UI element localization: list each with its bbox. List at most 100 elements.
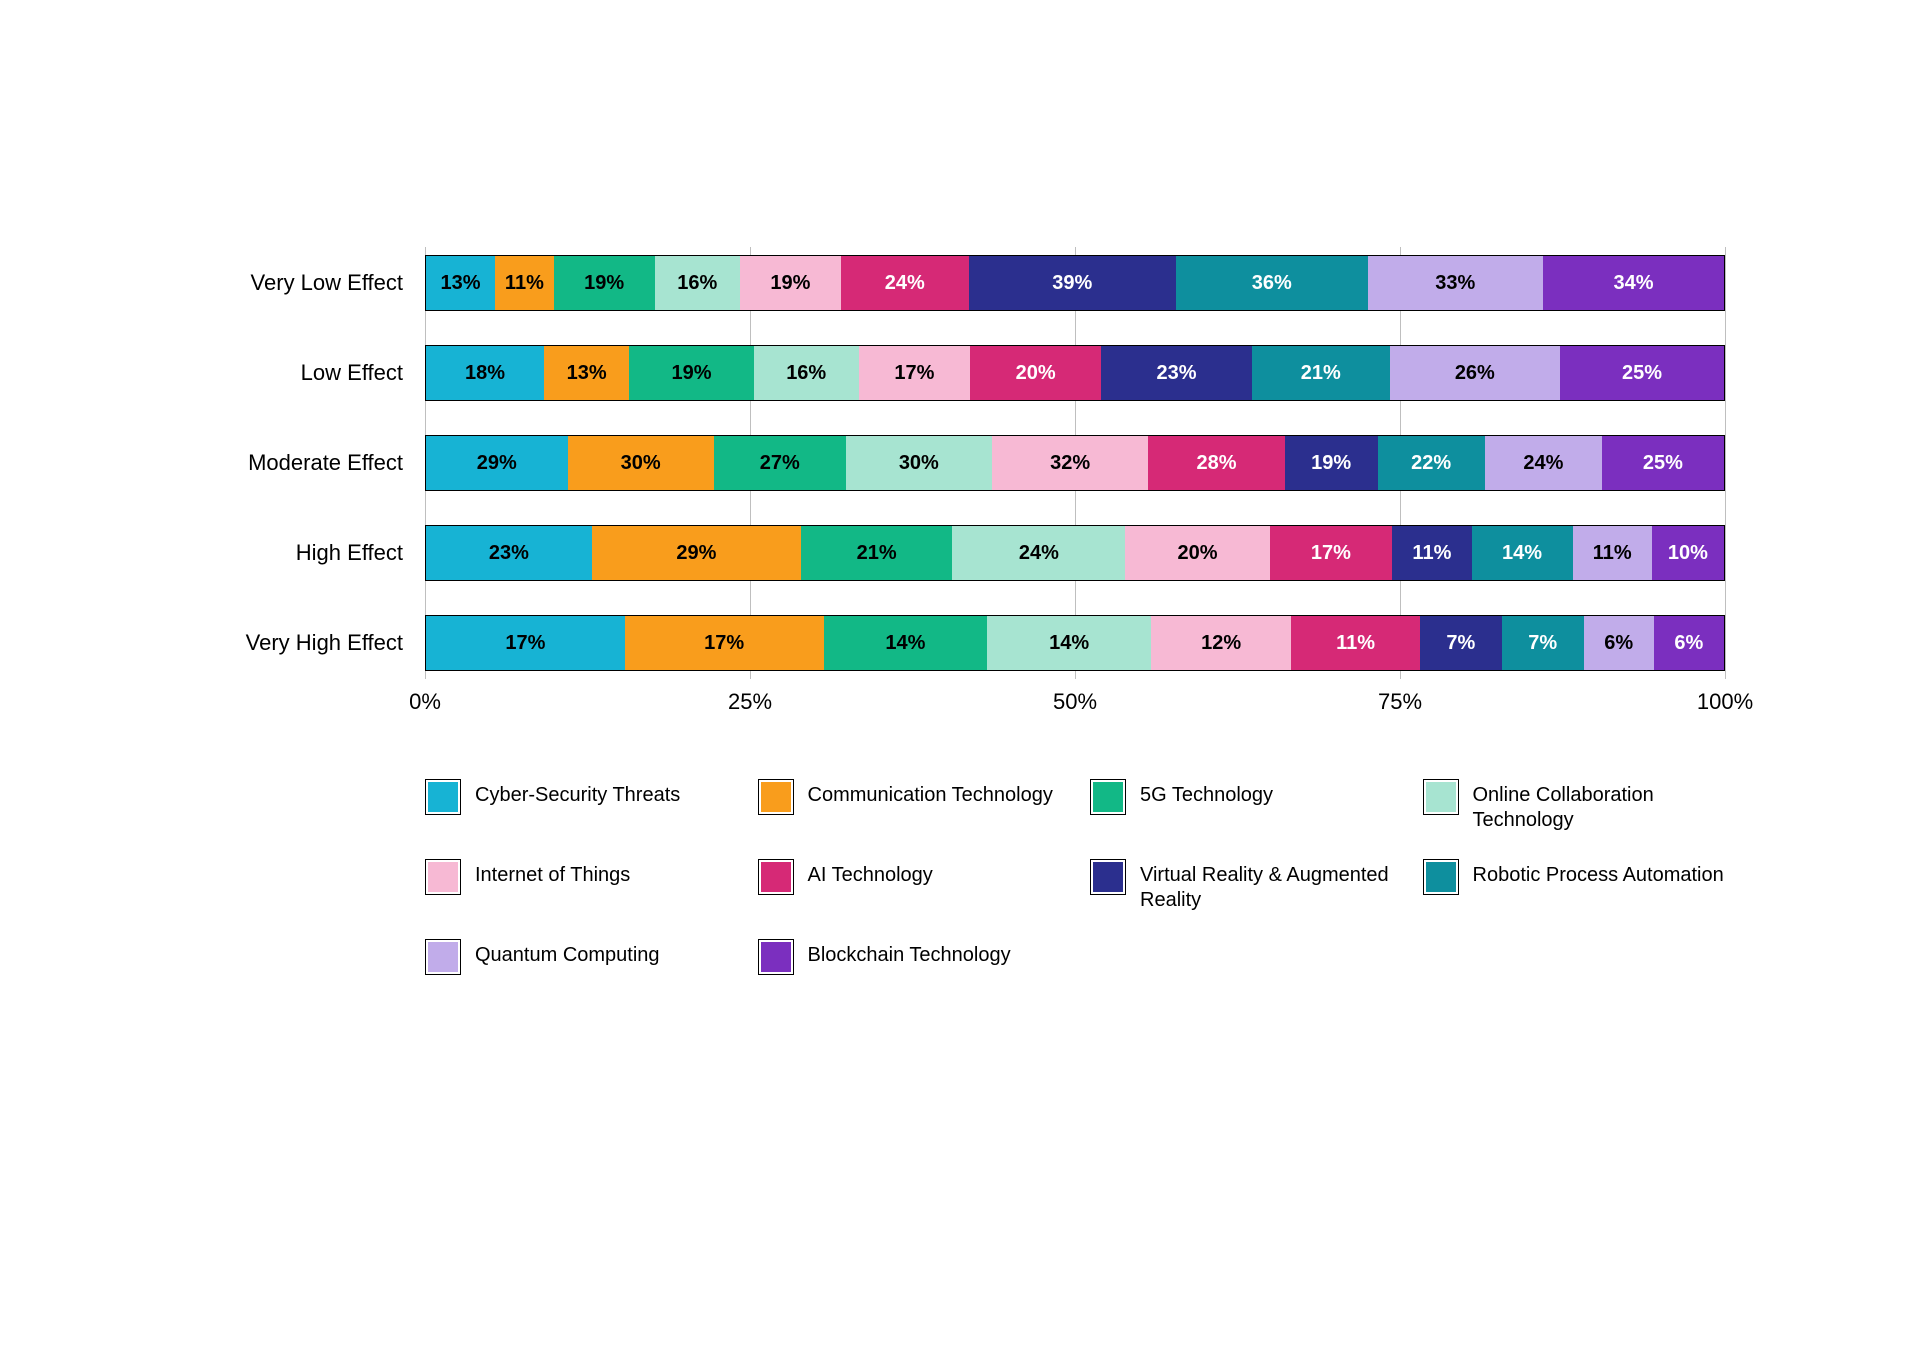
segment-value-label: 14% [1049,632,1089,655]
bar-track: 18%13%19%16%17%20%23%21%26%25% [425,345,1725,401]
bar-segment-quantum: 11% [1573,526,1652,580]
row-label: Moderate Effect [195,450,425,476]
legend-label: Quantum Computing [475,939,660,968]
segment-value-label: 30% [899,452,939,475]
legend-swatch-frame [425,779,461,815]
bar-segment-block: 6% [1654,616,1724,670]
bar-segment-block: 34% [1543,256,1724,310]
bar-segment-rpa: 14% [1472,526,1573,580]
bar-segment-block: 25% [1560,346,1724,400]
legend-swatch [1093,862,1123,892]
bar-segment-cyber: 18% [426,346,544,400]
bar-segment-iot: 32% [992,436,1148,490]
legend-swatch-frame [758,859,794,895]
bar-segment-vrar: 39% [969,256,1176,310]
segment-value-label: 14% [1502,542,1542,565]
bar-segment-iot: 12% [1151,616,1291,670]
bar-track: 13%11%19%16%19%24%39%36%33%34% [425,255,1725,311]
segment-value-label: 17% [704,632,744,655]
legend-swatch-frame [425,939,461,975]
legend-label: AI Technology [808,859,933,888]
legend-swatch [1426,782,1456,812]
segment-value-label: 13% [567,362,607,385]
chart-row: High Effect23%29%21%24%20%17%11%14%11%10… [195,525,1725,581]
segment-value-label: 20% [1178,542,1218,565]
legend-item-quantum: Quantum Computing [425,939,728,975]
x-tick-label: 25% [728,689,772,715]
bar-segment-collab: 16% [655,256,740,310]
segment-value-label: 21% [857,542,897,565]
x-tick-label: 50% [1053,689,1097,715]
segment-value-label: 28% [1196,452,1236,475]
bar-segment-vrar: 11% [1392,526,1471,580]
bar-segment-vrar: 7% [1420,616,1502,670]
legend-label: Cyber-Security Threats [475,779,680,808]
bar-segment-cyber: 23% [426,526,592,580]
legend-swatch-frame [1423,779,1459,815]
bar-segment-collab: 14% [987,616,1151,670]
segment-value-label: 19% [671,362,711,385]
segment-value-label: 10% [1668,542,1708,565]
bar-segment-ai: 24% [841,256,969,310]
bar-segment-rpa: 22% [1378,436,1485,490]
segment-value-label: 23% [1157,362,1197,385]
segment-value-label: 20% [1016,362,1056,385]
bar-segment-quantum: 33% [1368,256,1544,310]
segment-value-label: 24% [1523,452,1563,475]
legend-item-comm: Communication Technology [758,779,1061,833]
bar-segment-ai: 11% [1291,616,1420,670]
bar-segment-fiveg: 19% [554,256,655,310]
legend-swatch [428,782,458,812]
bar-segment-rpa: 7% [1502,616,1584,670]
chart-row: Moderate Effect29%30%27%30%32%28%19%22%2… [195,435,1725,491]
legend-swatch-frame [758,779,794,815]
legend-item-collab: Online Collaboration Technology [1423,779,1726,833]
bar-segment-fiveg: 14% [824,616,988,670]
segment-value-label: 7% [1446,632,1475,655]
bar-segment-iot: 19% [740,256,841,310]
legend-swatch [428,942,458,972]
segment-value-label: 22% [1411,452,1451,475]
bar-segment-collab: 30% [846,436,992,490]
legend-swatch-frame [1090,859,1126,895]
legend-swatch [761,942,791,972]
legend-item-vrar: Virtual Reality & Augmented Reality [1090,859,1393,913]
segment-value-label: 18% [465,362,505,385]
bar-segment-block: 25% [1602,436,1724,490]
segment-value-label: 13% [441,272,481,295]
bar-segment-comm: 11% [495,256,554,310]
bar-segment-comm: 30% [568,436,714,490]
row-label: Very Low Effect [195,270,425,296]
bar-segment-ai: 20% [970,346,1101,400]
bar-segment-vrar: 19% [1285,436,1378,490]
legend-label: Blockchain Technology [808,939,1011,968]
legend-swatch [761,782,791,812]
chart-row: Low Effect18%13%19%16%17%20%23%21%26%25% [195,345,1725,401]
row-label: Very High Effect [195,630,425,656]
legend-label: Communication Technology [808,779,1053,808]
x-tick-label: 0% [409,689,441,715]
row-label: High Effect [195,540,425,566]
bar-segment-iot: 17% [859,346,970,400]
legend-swatch [761,862,791,892]
legend-label: Robotic Process Automation [1473,859,1724,888]
legend-item-ai: AI Technology [758,859,1061,913]
stacked-bar-chart: Very Low Effect13%11%19%16%19%24%39%36%3… [195,255,1725,975]
legend-label: Virtual Reality & Augmented Reality [1140,859,1393,913]
segment-value-label: 17% [505,632,545,655]
bar-segment-fiveg: 19% [629,346,754,400]
legend-swatch-frame [758,939,794,975]
segment-value-label: 19% [1311,452,1351,475]
legend-swatch [1426,862,1456,892]
segment-value-label: 14% [885,632,925,655]
legend-label: Internet of Things [475,859,630,888]
legend-label: Online Collaboration Technology [1473,779,1726,833]
bar-segment-collab: 16% [754,346,859,400]
bar-segment-comm: 29% [592,526,801,580]
legend-item-rpa: Robotic Process Automation [1423,859,1726,913]
bar-segment-cyber: 29% [426,436,568,490]
legend-swatch-frame [1423,859,1459,895]
bar-segment-rpa: 36% [1176,256,1368,310]
segment-value-label: 32% [1050,452,1090,475]
segment-value-label: 36% [1252,272,1292,295]
